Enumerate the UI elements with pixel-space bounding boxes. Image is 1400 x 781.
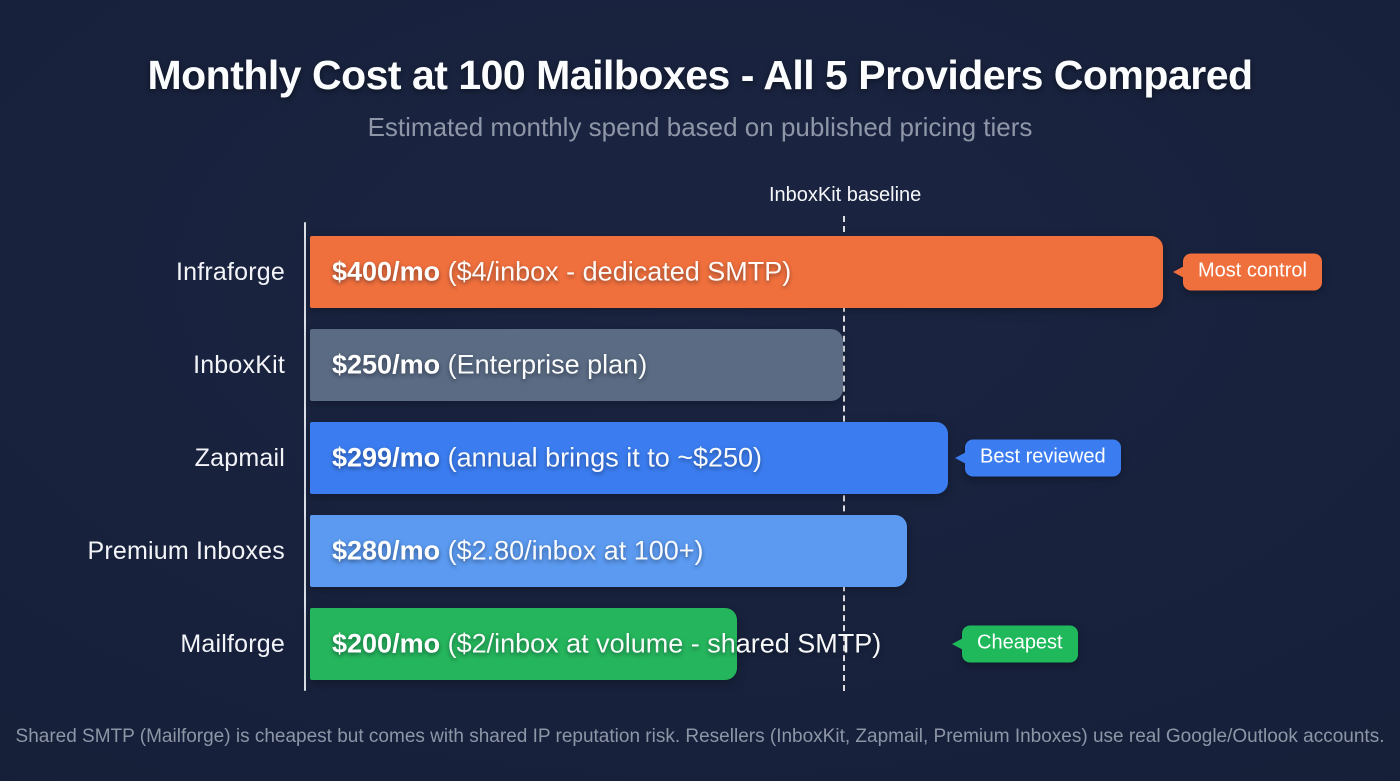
provider-row-premium-inboxes: Premium Inboxes $280/mo ($2.80/inbox at … — [0, 515, 1400, 587]
callout-badge-best-reviewed: Best reviewed — [965, 439, 1121, 477]
bar-detail: (Enterprise plan) — [447, 349, 648, 380]
bar-detail: ($2.80/inbox at 100+) — [447, 535, 704, 566]
bar-price: $200/mo — [332, 628, 441, 659]
bar-track: $299/mo (annual brings it to ~$250) Best… — [310, 422, 1163, 494]
provider-label: Infraforge — [175, 257, 285, 286]
chart-subtitle: Estimated monthly spend based on publish… — [367, 112, 1033, 142]
bar-track: $400/mo ($4/inbox - dedicated SMTP) Most… — [310, 236, 1322, 308]
y-axis-line — [304, 222, 306, 691]
bar-chart: InboxKit baseline Infraforge $400/mo ($4… — [0, 184, 1400, 691]
footnote: Shared SMTP (Mailforge) is cheapest but … — [15, 726, 1385, 747]
cost-bar-premium-inboxes: $280/mo ($2.80/inbox at 100+) — [310, 515, 908, 587]
chart-title: Monthly Cost at 100 Mailboxes - All 5 Pr… — [147, 52, 1253, 98]
cost-bar-mailforge: $200/mo ($2/inbox at volume - shared SMT… — [310, 608, 881, 680]
bar-value-text: $280/mo ($2.80/inbox at 100+) — [332, 536, 704, 567]
bar-value-text: $299/mo (annual brings it to ~$250) — [332, 443, 762, 474]
bar-value-text: $400/mo ($4/inbox - dedicated SMTP) — [332, 257, 791, 288]
bar-track: $280/mo ($2.80/inbox at 100+) — [310, 515, 1163, 587]
bar-value-text: $250/mo (Enterprise plan) — [332, 350, 647, 381]
provider-label: Zapmail — [194, 443, 285, 472]
provider-label: Mailforge — [180, 629, 285, 658]
provider-label: Premium Inboxes — [87, 536, 285, 565]
cost-bar-infraforge: $400/mo ($4/inbox - dedicated SMTP) — [310, 236, 1163, 308]
provider-row-zapmail: Zapmail $299/mo (annual brings it to ~$2… — [0, 422, 1400, 494]
bar-price: $250/mo — [332, 349, 441, 380]
callout-badge-most-control: Most control — [1183, 253, 1322, 291]
baseline-label: InboxKit baseline — [768, 184, 922, 206]
bar-track: $200/mo ($2/inbox at volume - shared SMT… — [310, 608, 1163, 680]
cost-bar-zapmail: $299/mo (annual brings it to ~$250) — [310, 422, 948, 494]
bar-detail: ($2/inbox at volume - shared SMTP) — [447, 628, 882, 659]
bar-detail: ($4/inbox - dedicated SMTP) — [447, 256, 792, 287]
bar-price: $280/mo — [332, 535, 441, 566]
callout-badge-cheapest: Cheapest — [962, 625, 1078, 663]
bar-detail: (annual brings it to ~$250) — [447, 442, 763, 473]
provider-row-mailforge: Mailforge $200/mo ($2/inbox at volume - … — [0, 608, 1400, 680]
provider-row-infraforge: Infraforge $400/mo ($4/inbox - dedicated… — [0, 236, 1400, 308]
bar-value-text: $200/mo ($2/inbox at volume - shared SMT… — [332, 629, 881, 660]
bar-rows: Infraforge $400/mo ($4/inbox - dedicated… — [0, 236, 1400, 680]
cost-bar-inboxkit: $250/mo (Enterprise plan) — [310, 329, 844, 401]
bar-price: $400/mo — [332, 256, 441, 287]
bar-track: $250/mo (Enterprise plan) — [310, 329, 1163, 401]
bar-price: $299/mo — [332, 442, 441, 473]
provider-label: InboxKit — [193, 350, 285, 379]
provider-row-inboxkit: InboxKit $250/mo (Enterprise plan) — [0, 329, 1400, 401]
